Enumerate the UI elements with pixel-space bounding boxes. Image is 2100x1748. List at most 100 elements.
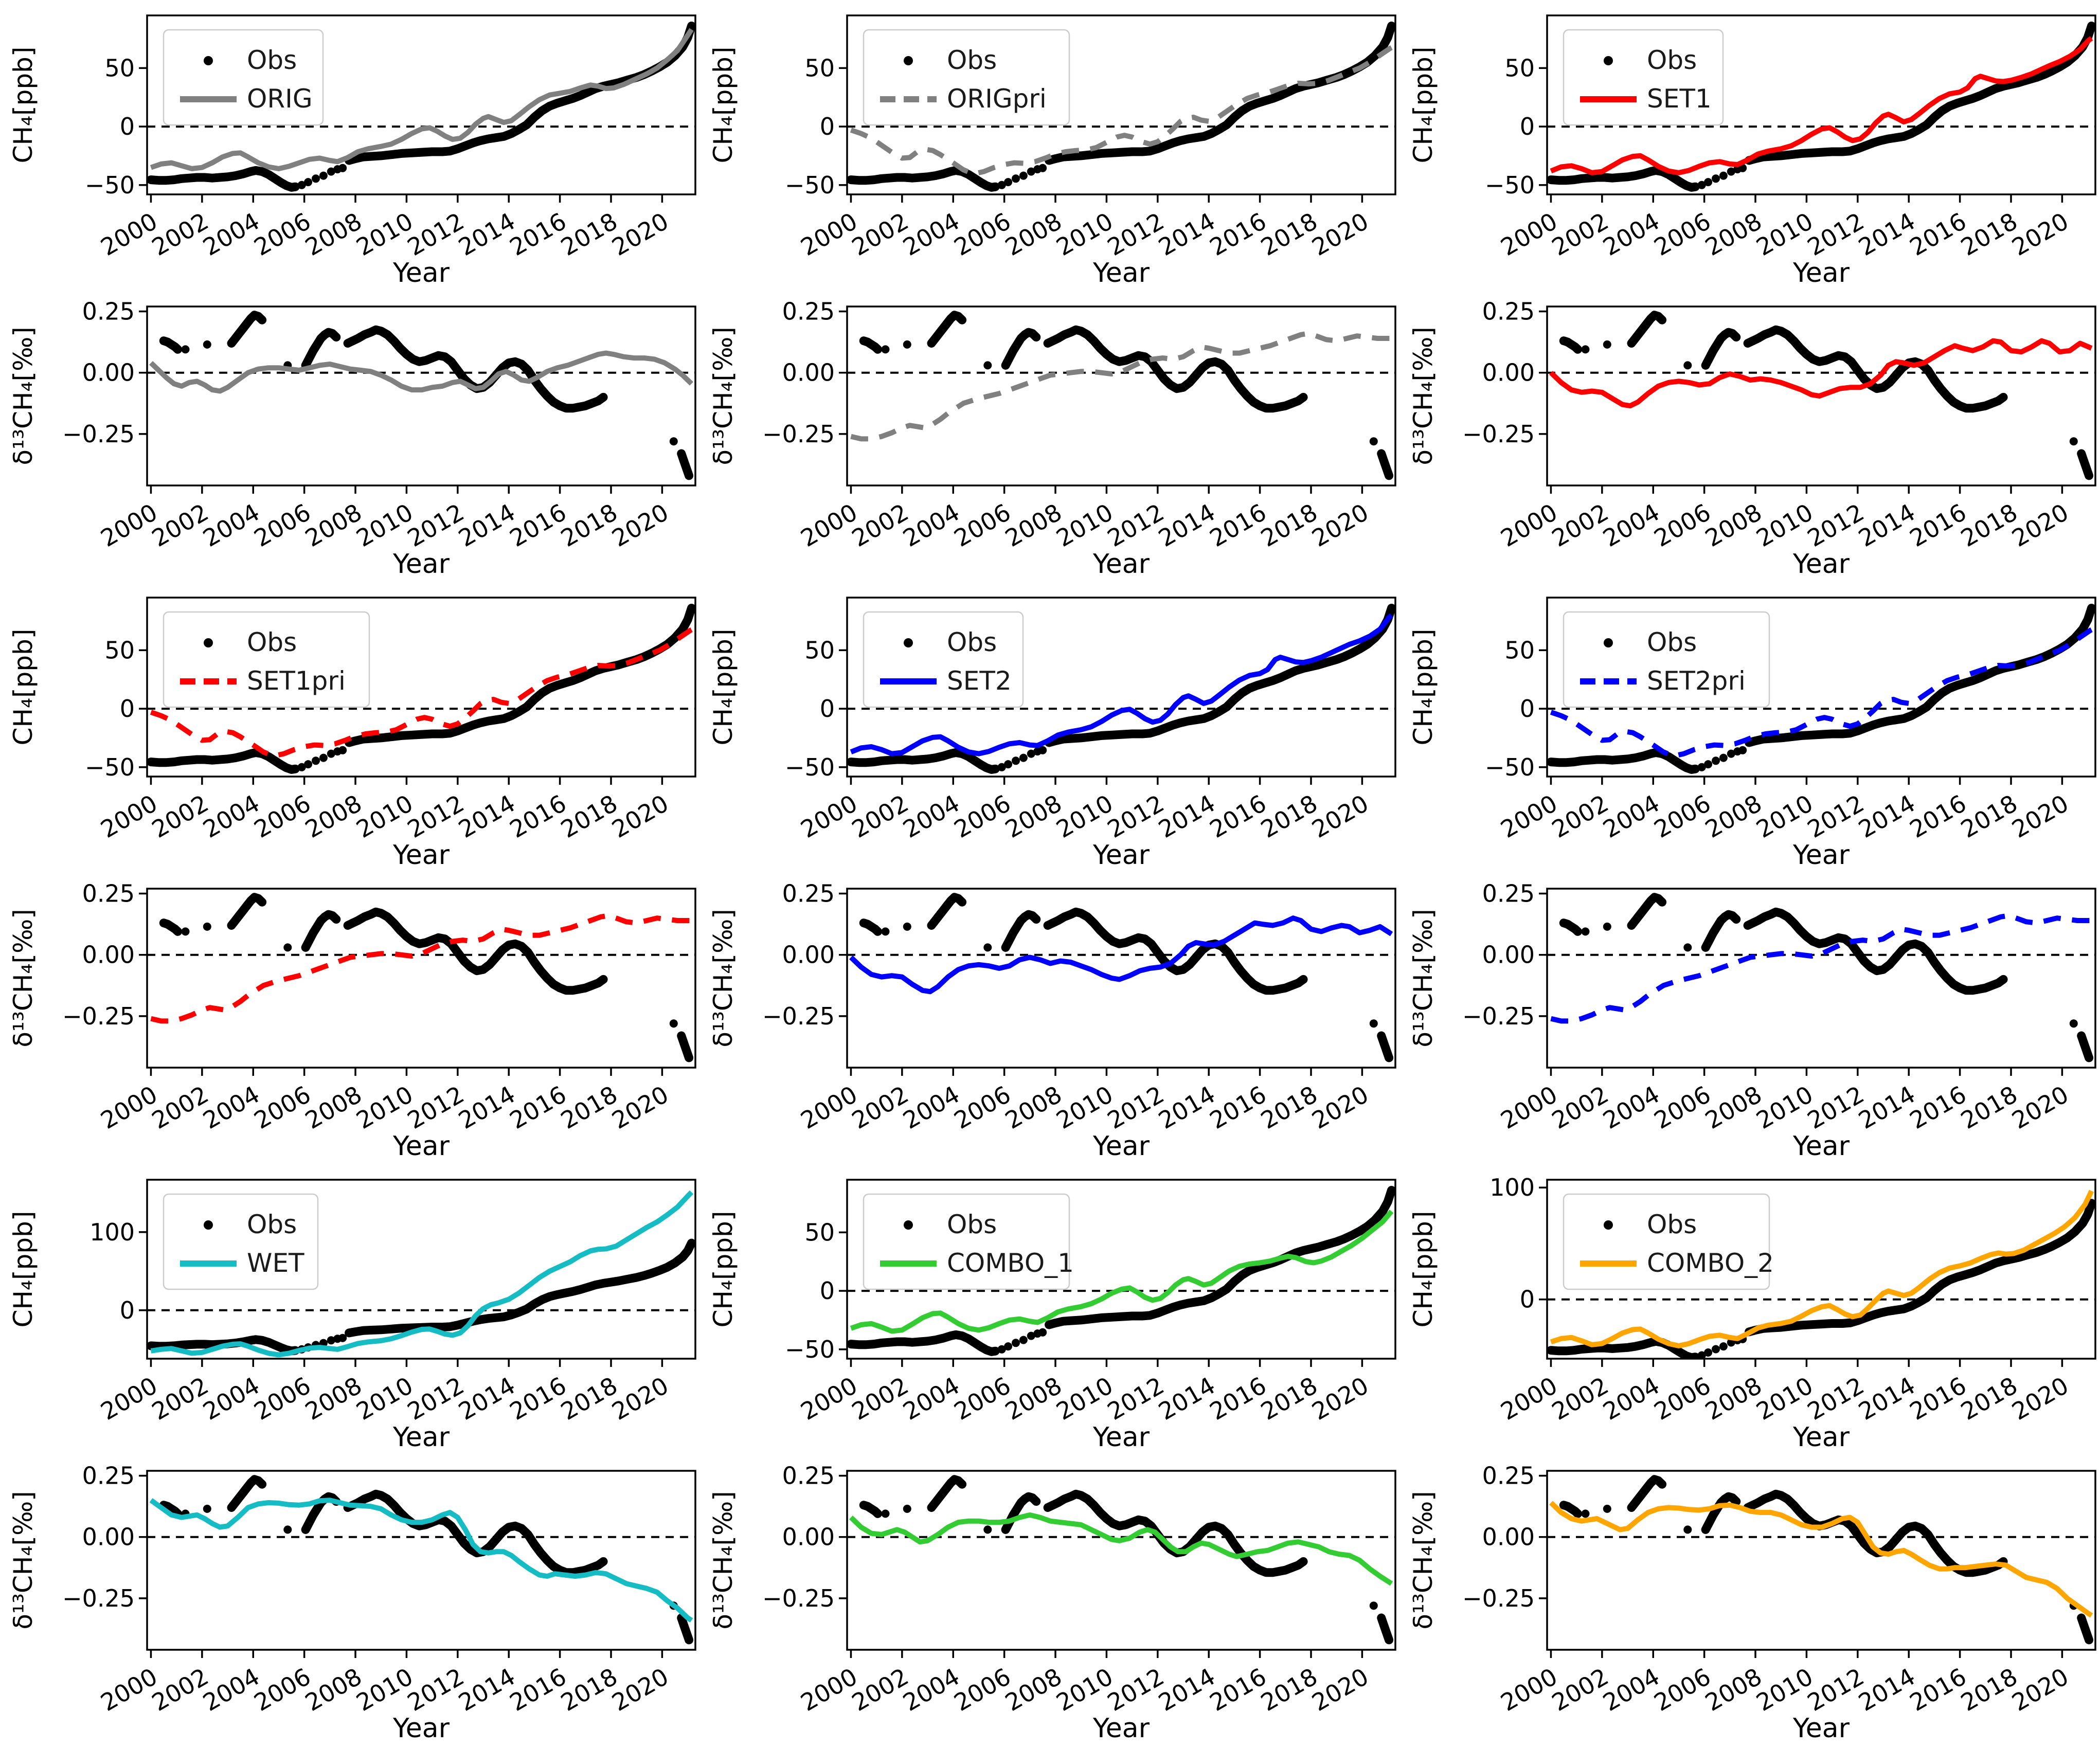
y-axis-label: CH₄[ppb] (8, 1211, 38, 1328)
svg-text:−0.25: −0.25 (1462, 1584, 1535, 1612)
x-axis-ticks: 2000200220042006200820102012201420162018… (96, 1650, 673, 1717)
svg-text:0.00: 0.00 (782, 941, 835, 969)
legend-obs-marker (204, 1220, 213, 1230)
subplot-combo1-ch4: 2000 2002 2004 2006 2008 2010 2012 2014 2016 2018… (700, 1164, 1400, 1455)
x-axis-ticks: 2000200220042006200820102012201420162018… (1496, 777, 2073, 843)
legend-model-label: SET1pri (247, 666, 346, 696)
legend: Obs SET1pri (163, 611, 370, 708)
x-axis-label: Year (392, 258, 450, 289)
y-axis-ticks: −0.25 0.00 0.25 (1462, 1462, 1547, 1612)
axes-frame (1546, 888, 2096, 1069)
chart-combo1-d13: 2000200220042006200820102012201420162018… (708, 1462, 1396, 1744)
y-axis-label: δ¹³CH₄[‰] (8, 327, 38, 465)
model-line-SET2pri (1550, 627, 2093, 759)
model-line-SET1 (1549, 338, 2093, 409)
y-axis-label: CH₄[ppb] (8, 47, 38, 164)
x-axis-label: Year (1092, 1131, 1150, 1162)
y-axis-label: CH₄[ppb] (1408, 1211, 1438, 1328)
svg-text:50: 50 (804, 54, 835, 82)
y-axis-ticks: −0.25 0.00 0.25 (62, 1462, 147, 1612)
x-axis-label: Year (1792, 1422, 1850, 1453)
svg-text:0.00: 0.00 (1482, 1523, 1535, 1551)
model-line-SET1pri (150, 627, 693, 759)
model-line-SET2 (850, 613, 1393, 756)
chart-set1-ch4: 2000200220042006200820102012201420162018… (1408, 14, 2096, 289)
y-axis-ticks: −50 0 50 (785, 1218, 847, 1363)
x-axis-label: Year (392, 1131, 450, 1162)
x-axis-label: Year (392, 1422, 450, 1453)
model-line-SET2pri (1550, 913, 2092, 1024)
legend: Obs WET (163, 1193, 319, 1290)
model-line-SET1pri (150, 913, 692, 1024)
chart-set2pri-d13: 2000200220042006200820102012201420162018… (1408, 880, 2096, 1162)
axes-frame (846, 1179, 1396, 1360)
svg-text:2020: 2020 (2007, 789, 2073, 843)
chart-set1-d13: 2000200220042006200820102012201420162018… (1408, 298, 2096, 580)
axes-frame (146, 14, 696, 195)
y-axis-ticks: −0.25 0.00 0.25 (1462, 880, 1547, 1030)
legend-obs-marker (904, 638, 913, 647)
obs-scatter (1559, 893, 2094, 1062)
svg-text:2020: 2020 (607, 207, 673, 261)
obs-scatter (1547, 1199, 2095, 1359)
chart-wet-d13: 2000200220042006200820102012201420162018… (8, 1462, 696, 1744)
obs-scatter (847, 1186, 1395, 1356)
legend: Obs ORIGpri (863, 29, 1070, 126)
legend: Obs COMBO_2 (1563, 1193, 1774, 1290)
axes-frame (1546, 597, 2096, 778)
y-axis-ticks: −0.25 0.00 0.25 (762, 298, 847, 448)
axes-frame (1546, 14, 2096, 195)
y-axis-label: CH₄[ppb] (708, 1211, 738, 1328)
y-axis-ticks: −50 0 50 (785, 636, 847, 781)
legend-model-label: SET2pri (1647, 666, 1746, 696)
svg-text:0.25: 0.25 (82, 1462, 135, 1490)
y-axis-ticks: −50 0 50 (785, 54, 847, 199)
y-axis-ticks: −0.25 0.00 0.25 (762, 1462, 847, 1612)
model-line-SET1 (1550, 36, 2093, 175)
model-line-SET2 (849, 915, 1393, 995)
subplot-set1pri-d13: 2000 2002 2004 2006 2008 2010 2012 2014 2016 2018… (0, 873, 700, 1164)
axes-frame (846, 888, 1396, 1069)
chart-set1pri-d13: 2000200220042006200820102012201420162018… (8, 880, 696, 1162)
svg-text:0.00: 0.00 (1482, 359, 1535, 387)
x-axis-ticks: 2000200220042006200820102012201420162018… (1496, 194, 2073, 261)
chart-set2-ch4: 2000200220042006200820102012201420162018… (708, 597, 1396, 871)
svg-text:0.25: 0.25 (782, 298, 835, 326)
subplot-combo2-ch4: 2000 2002 2004 2006 2008 2010 2012 2014 2016 2018… (1400, 1164, 2100, 1455)
y-axis-label: CH₄[ppb] (1408, 47, 1438, 164)
y-axis-ticks: −50 0 50 (85, 54, 147, 199)
svg-text:0.25: 0.25 (1482, 298, 1535, 326)
axes-frame (1546, 1470, 2096, 1651)
obs-scatter (859, 1475, 1394, 1645)
svg-text:50: 50 (804, 1218, 835, 1246)
subplot-combo2-d13: 2000 2002 2004 2006 2008 2010 2012 2014 2016 2018… (1400, 1455, 2100, 1746)
obs-scatter (847, 22, 1395, 192)
svg-text:−50: −50 (85, 171, 135, 199)
svg-text:−0.25: −0.25 (762, 1002, 835, 1030)
svg-text:0.00: 0.00 (782, 359, 835, 387)
y-axis-label: δ¹³CH₄[‰] (1408, 327, 1438, 465)
x-axis-label: Year (1792, 840, 1850, 871)
svg-text:2020: 2020 (2007, 1372, 2073, 1426)
y-axis-ticks: 0 100 (89, 1218, 147, 1324)
legend-model-label: SET1 (1647, 84, 1712, 114)
subplot-set2-d13: 2000 2002 2004 2006 2008 2010 2012 2014 2016 2018… (700, 873, 1400, 1164)
chart-combo1-ch4: 2000200220042006200820102012201420162018… (708, 1179, 1396, 1453)
x-axis-label: Year (1092, 549, 1150, 580)
legend: Obs SET1 (1563, 29, 1724, 126)
legend-obs-label: Obs (947, 45, 997, 75)
y-axis-label: CH₄[ppb] (8, 629, 38, 746)
svg-text:−0.25: −0.25 (1462, 420, 1535, 448)
svg-text:0: 0 (820, 113, 835, 140)
svg-text:2020: 2020 (1307, 789, 1373, 843)
svg-text:2020: 2020 (1307, 207, 1373, 261)
x-axis-ticks: 2000200220042006200820102012201420162018… (796, 194, 1373, 261)
svg-text:50: 50 (104, 54, 135, 82)
svg-text:−50: −50 (1485, 171, 1535, 199)
obs-scatter (159, 893, 694, 1062)
chart-set2pri-ch4: 2000200220042006200820102012201420162018… (1408, 597, 2096, 871)
x-axis-ticks: 2000200220042006200820102012201420162018… (96, 1359, 673, 1426)
legend-obs-label: Obs (1647, 45, 1697, 75)
subplot-set2pri-ch4: 2000 2002 2004 2006 2008 2010 2012 2014 2016 2018… (1400, 582, 2100, 873)
subplot-wet-d13: 2000 2002 2004 2006 2008 2010 2012 2014 2016 2018… (0, 1455, 700, 1746)
